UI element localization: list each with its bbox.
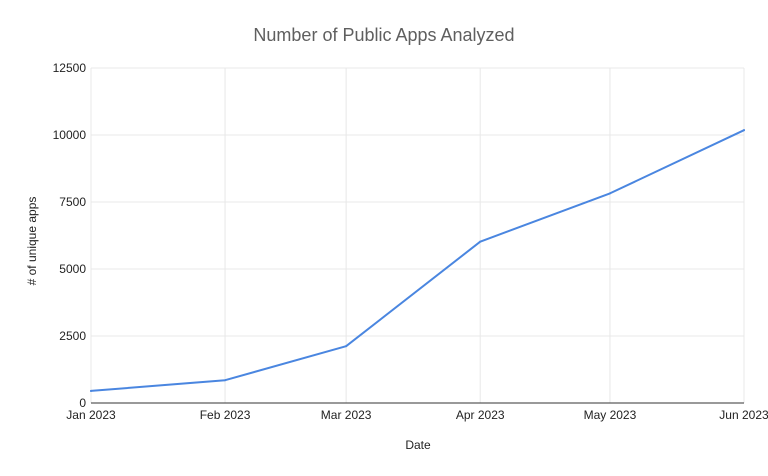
y-tick-label: 5000 [59,262,86,276]
x-tick-label: Apr 2023 [456,408,505,422]
x-axis-label: Date [405,438,431,452]
data-point [479,240,482,243]
data-point [608,192,611,195]
y-tick-label: 12500 [53,61,87,75]
x-tick-label: Mar 2023 [321,408,372,422]
y-axis-ticks: 0 2500 5000 7500 10000 12500 [53,61,87,410]
data-point [345,345,348,348]
y-tick-label: 7500 [59,195,86,209]
y-axis-label: # of unique apps [25,197,39,286]
x-tick-label: Jun 2023 [719,408,768,422]
x-tick-label: Feb 2023 [200,408,251,422]
data-point [90,389,92,392]
x-tick-label: May 2023 [584,408,637,422]
gridlines [90,67,745,403]
x-tick-label: Jan 2023 [66,408,116,422]
y-tick-label: 10000 [53,128,87,142]
series-layer [90,129,745,392]
y-tick-label: 2500 [59,329,86,343]
y-tick-label: 0 [79,396,86,410]
data-point [743,129,745,132]
x-axis-ticks: Jan 2023 Feb 2023 Mar 2023 Apr 2023 May 2023… [66,408,768,422]
data-point [224,379,227,382]
chart-title: Number of Public Apps Analyzed [253,25,514,45]
series-line [90,129,745,392]
